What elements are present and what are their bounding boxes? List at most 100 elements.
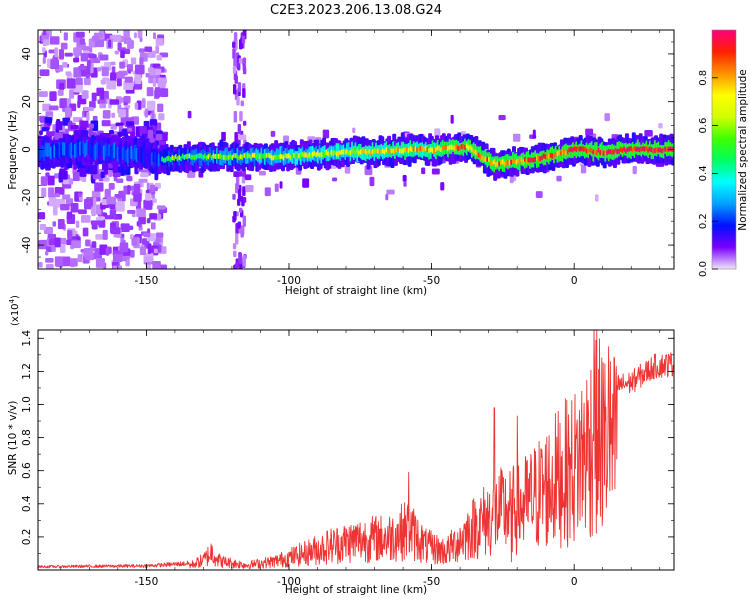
- spectrogram-cell: [283, 135, 290, 143]
- spectrogram-cell: [100, 89, 105, 100]
- spectrogram-cell: [145, 189, 150, 194]
- spectrogram-cell: [535, 191, 543, 198]
- spectrogram-cell: [242, 254, 246, 267]
- snr-y-tick-label: 1.0: [21, 396, 33, 413]
- spectrogram-cell: [117, 131, 123, 138]
- spectrogram-cell: [155, 38, 164, 46]
- spectrogram-cell: [234, 131, 238, 144]
- spectrogram-cell: [460, 131, 466, 135]
- spectrogram-cell: [67, 230, 73, 240]
- spectrogram-cell: [274, 183, 279, 192]
- spectrogram-cell: [279, 181, 283, 189]
- spectrogram-cell: [121, 128, 129, 137]
- spectrogram-cell: [80, 120, 89, 128]
- spectrogram-cell: [43, 39, 50, 46]
- spectrogram-cell: [632, 166, 637, 175]
- spectrogram-cell: [54, 186, 65, 195]
- spectrogram-cell: [96, 67, 102, 72]
- spectrogram-cell: [70, 203, 79, 213]
- spectrogram-cell: [512, 133, 521, 142]
- spectrogram-cell: [75, 31, 85, 38]
- spectrogram-cell: [143, 256, 154, 262]
- spectrogram-cell: [403, 181, 407, 187]
- spectrogram-cell: [53, 205, 58, 216]
- spectrogram-cell: [110, 123, 117, 130]
- spectrogram-cell: [138, 223, 142, 228]
- spectrogram-cell: [604, 113, 610, 122]
- spectrogram-cell: [556, 175, 562, 182]
- spectrogram-cell: [238, 57, 243, 64]
- spectrogram-cell: [91, 241, 97, 248]
- colorbar-label: Normalized spectral amplitude: [737, 69, 749, 230]
- spectrogram-cell: [143, 232, 151, 238]
- spectrogram-cell: [61, 170, 68, 180]
- spectrogram-x-tick-label: -50: [423, 275, 440, 287]
- spectrogram-cell: [237, 134, 247, 140]
- snr-x-tick-label: -50: [423, 576, 440, 588]
- spectrogram-cell: [81, 176, 87, 183]
- spectrogram-cell: [39, 69, 50, 76]
- spectrogram-cell: [237, 221, 242, 229]
- spectrogram-cell: [69, 89, 75, 99]
- spectrogram-cell: [59, 98, 67, 109]
- spectrogram-cell: [157, 103, 164, 113]
- spectrogram-x-axis-label: Height of straight line (km): [285, 285, 427, 297]
- spectrogram-cell: [89, 63, 94, 74]
- spectrogram-cell: [385, 194, 389, 201]
- spectrogram-cell: [85, 239, 91, 247]
- spectrogram-cell: [644, 129, 653, 137]
- snr-y-tick-label: 1.2: [21, 363, 33, 380]
- spectrogram-cell: [144, 108, 148, 118]
- spectrogram-cell: [112, 254, 123, 263]
- spectrogram-cell: [143, 199, 153, 210]
- spectrogram-cell: [580, 165, 587, 174]
- spectrogram-cell: [137, 30, 143, 39]
- spectrogram-cell: [232, 193, 236, 200]
- spectrogram-cell: [38, 262, 43, 268]
- spectrogram-cell: [108, 183, 115, 190]
- spectrogram-cell: [90, 220, 101, 226]
- spectrogram-cell: [134, 74, 142, 85]
- spectrogram-cell: [241, 177, 246, 184]
- spectrogram-cell: [386, 189, 395, 195]
- spectrogram-cell: [144, 46, 153, 52]
- spectrogram-cell: [585, 128, 594, 136]
- spectrogram-cell: [134, 102, 139, 110]
- spectrogram-cell: [44, 250, 49, 256]
- spectrogram-cell: [59, 82, 65, 91]
- spectrogram-y-tick-label: 0: [21, 146, 33, 153]
- spectrogram-cell: [133, 192, 142, 202]
- colorbar-tick-label: 0.0: [698, 261, 709, 277]
- spectrogram-cell: [68, 178, 74, 185]
- snr-y-tick-label: 1.4: [21, 330, 33, 347]
- spectrogram-cell: [344, 165, 351, 174]
- spectrogram-cell: [152, 63, 161, 68]
- snr-x-tick-label: 0: [571, 576, 578, 588]
- snr-y-multiplier: (x104): [8, 295, 21, 326]
- spectrogram-cell: [109, 202, 117, 210]
- spectrogram-cell: [154, 238, 162, 243]
- spectrogram-cell: [130, 131, 136, 138]
- spectrogram-cell: [124, 104, 131, 109]
- spectrogram-cell: [97, 99, 101, 105]
- spectrogram-cell: [149, 69, 156, 76]
- spectrogram-cell: [83, 107, 94, 112]
- spectrogram-cell: [242, 67, 247, 75]
- spectrogram-cell: [140, 172, 149, 178]
- snr-y-axis-label: SNR (10 * v/v): [7, 401, 19, 476]
- spectrogram-cell: [116, 178, 124, 183]
- spectrogram-cell: [111, 112, 116, 118]
- spectrogram-cell: [238, 171, 243, 177]
- spectrogram-cell: [146, 218, 151, 224]
- spectrogram-cell: [70, 125, 79, 130]
- spectrogram-cell: [238, 252, 243, 265]
- spectrogram-cell: [99, 54, 109, 61]
- spectrogram-cell: [58, 172, 64, 183]
- spectrogram-cell: [54, 256, 64, 267]
- spectrogram-cell: [264, 187, 271, 197]
- spectrogram-cell: [57, 219, 65, 230]
- spectrogram-cell: [158, 244, 162, 253]
- spectrogram-cell: [82, 227, 89, 237]
- spectrogram-cell: [402, 175, 407, 182]
- spectrogram-cell: [369, 176, 375, 187]
